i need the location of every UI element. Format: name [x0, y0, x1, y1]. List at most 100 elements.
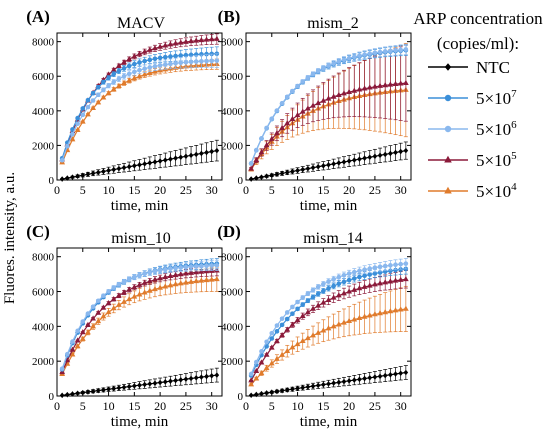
data-point [331, 61, 336, 66]
data-point [203, 276, 210, 283]
data-point [367, 154, 373, 161]
data-point [75, 173, 80, 180]
x-tick-label: 15 [128, 399, 140, 413]
data-point [75, 390, 80, 397]
data-point [209, 148, 214, 155]
data-point [162, 273, 169, 280]
data-point [393, 371, 398, 377]
data-point [351, 316, 358, 322]
data-point [268, 360, 275, 366]
data-point [121, 289, 127, 295]
data-point [157, 55, 163, 61]
legend-label: 5×107 [476, 88, 517, 108]
data-point [95, 317, 102, 324]
data-point [335, 91, 342, 97]
x-tick-label: 5 [80, 399, 86, 413]
data-point [341, 378, 347, 385]
data-point [392, 277, 399, 283]
data-point [100, 94, 107, 100]
legend-marker [444, 155, 452, 163]
data-point [248, 176, 254, 182]
data-point [214, 372, 220, 378]
x-tick-label: 30 [395, 183, 407, 197]
data-point [100, 313, 107, 319]
y-tick-label: 8000 [221, 252, 244, 264]
data-point [105, 299, 112, 306]
data-point [351, 286, 358, 292]
y-tick-label: 2000 [32, 356, 55, 368]
data-point [126, 63, 132, 69]
data-point [351, 54, 357, 60]
data-point [398, 370, 403, 377]
data-point [295, 385, 300, 392]
data-point [204, 263, 209, 269]
panel-label: (B) [218, 7, 241, 26]
data-point [341, 159, 347, 165]
data-point [75, 121, 80, 127]
data-point [178, 154, 184, 161]
data-point [264, 344, 269, 349]
data-point [361, 313, 368, 319]
legend-label: NTC [476, 58, 510, 77]
series-c5 [59, 265, 220, 375]
data-point [326, 381, 331, 387]
data-point [65, 351, 70, 357]
y-tick-label: 6000 [32, 71, 55, 83]
data-point [168, 156, 173, 162]
data-point [403, 369, 409, 376]
data-point [126, 383, 132, 390]
data-point [132, 383, 137, 389]
data-point [203, 36, 210, 42]
data-point [111, 71, 117, 77]
plot-frame [245, 247, 412, 397]
data-point [126, 77, 133, 83]
data-point [274, 388, 280, 395]
data-point [341, 319, 347, 325]
data-point [351, 157, 357, 163]
data-point [258, 149, 265, 155]
data-point [284, 347, 291, 354]
legend-item-c5: 5×105 [428, 150, 517, 170]
series-line [61, 264, 217, 369]
data-point [382, 309, 389, 315]
legend-item-c6: 5×106 [428, 119, 517, 139]
data-point [85, 389, 91, 395]
data-point [147, 381, 153, 387]
data-point [274, 171, 280, 178]
data-point [59, 157, 65, 163]
data-point [320, 299, 327, 305]
series-NTC [248, 141, 409, 182]
data-point [178, 265, 184, 270]
data-point [85, 97, 91, 103]
legend-item-c7: 5×107 [428, 88, 517, 108]
data-point [131, 283, 138, 290]
data-point [321, 288, 326, 294]
panel-3: 0 5 10 15 20 25 30 0 2000 4000 6000 8000 (C) mism_10t… [26, 222, 223, 430]
data-point [325, 95, 332, 101]
data-point [403, 261, 409, 266]
data-point [290, 304, 295, 310]
data-point [248, 371, 254, 377]
data-point [136, 73, 143, 79]
y-tick-label: 4000 [32, 321, 55, 333]
panel-4: 0 5 10 15 20 25 30 0 2000 4000 6000 8000 (D) mism_14t… [217, 222, 412, 430]
data-point [382, 82, 389, 88]
data-point [263, 142, 270, 148]
data-point [336, 160, 342, 166]
data-point [162, 267, 168, 272]
data-point [188, 59, 194, 65]
y-tick-label: 0 [49, 391, 55, 403]
data-point [372, 265, 378, 270]
data-point [199, 150, 204, 157]
legend-label: 5×104 [476, 181, 517, 201]
data-point [142, 66, 147, 71]
legend-item-NTC: NTC [428, 58, 510, 77]
data-point [183, 264, 189, 270]
data-point [80, 172, 86, 179]
data-point [137, 162, 142, 168]
data-point [274, 108, 280, 113]
data-point [178, 53, 184, 58]
data-point [321, 65, 326, 71]
legend-item-c4: 5×104 [428, 181, 517, 201]
y-tick-label: 4000 [221, 321, 244, 333]
